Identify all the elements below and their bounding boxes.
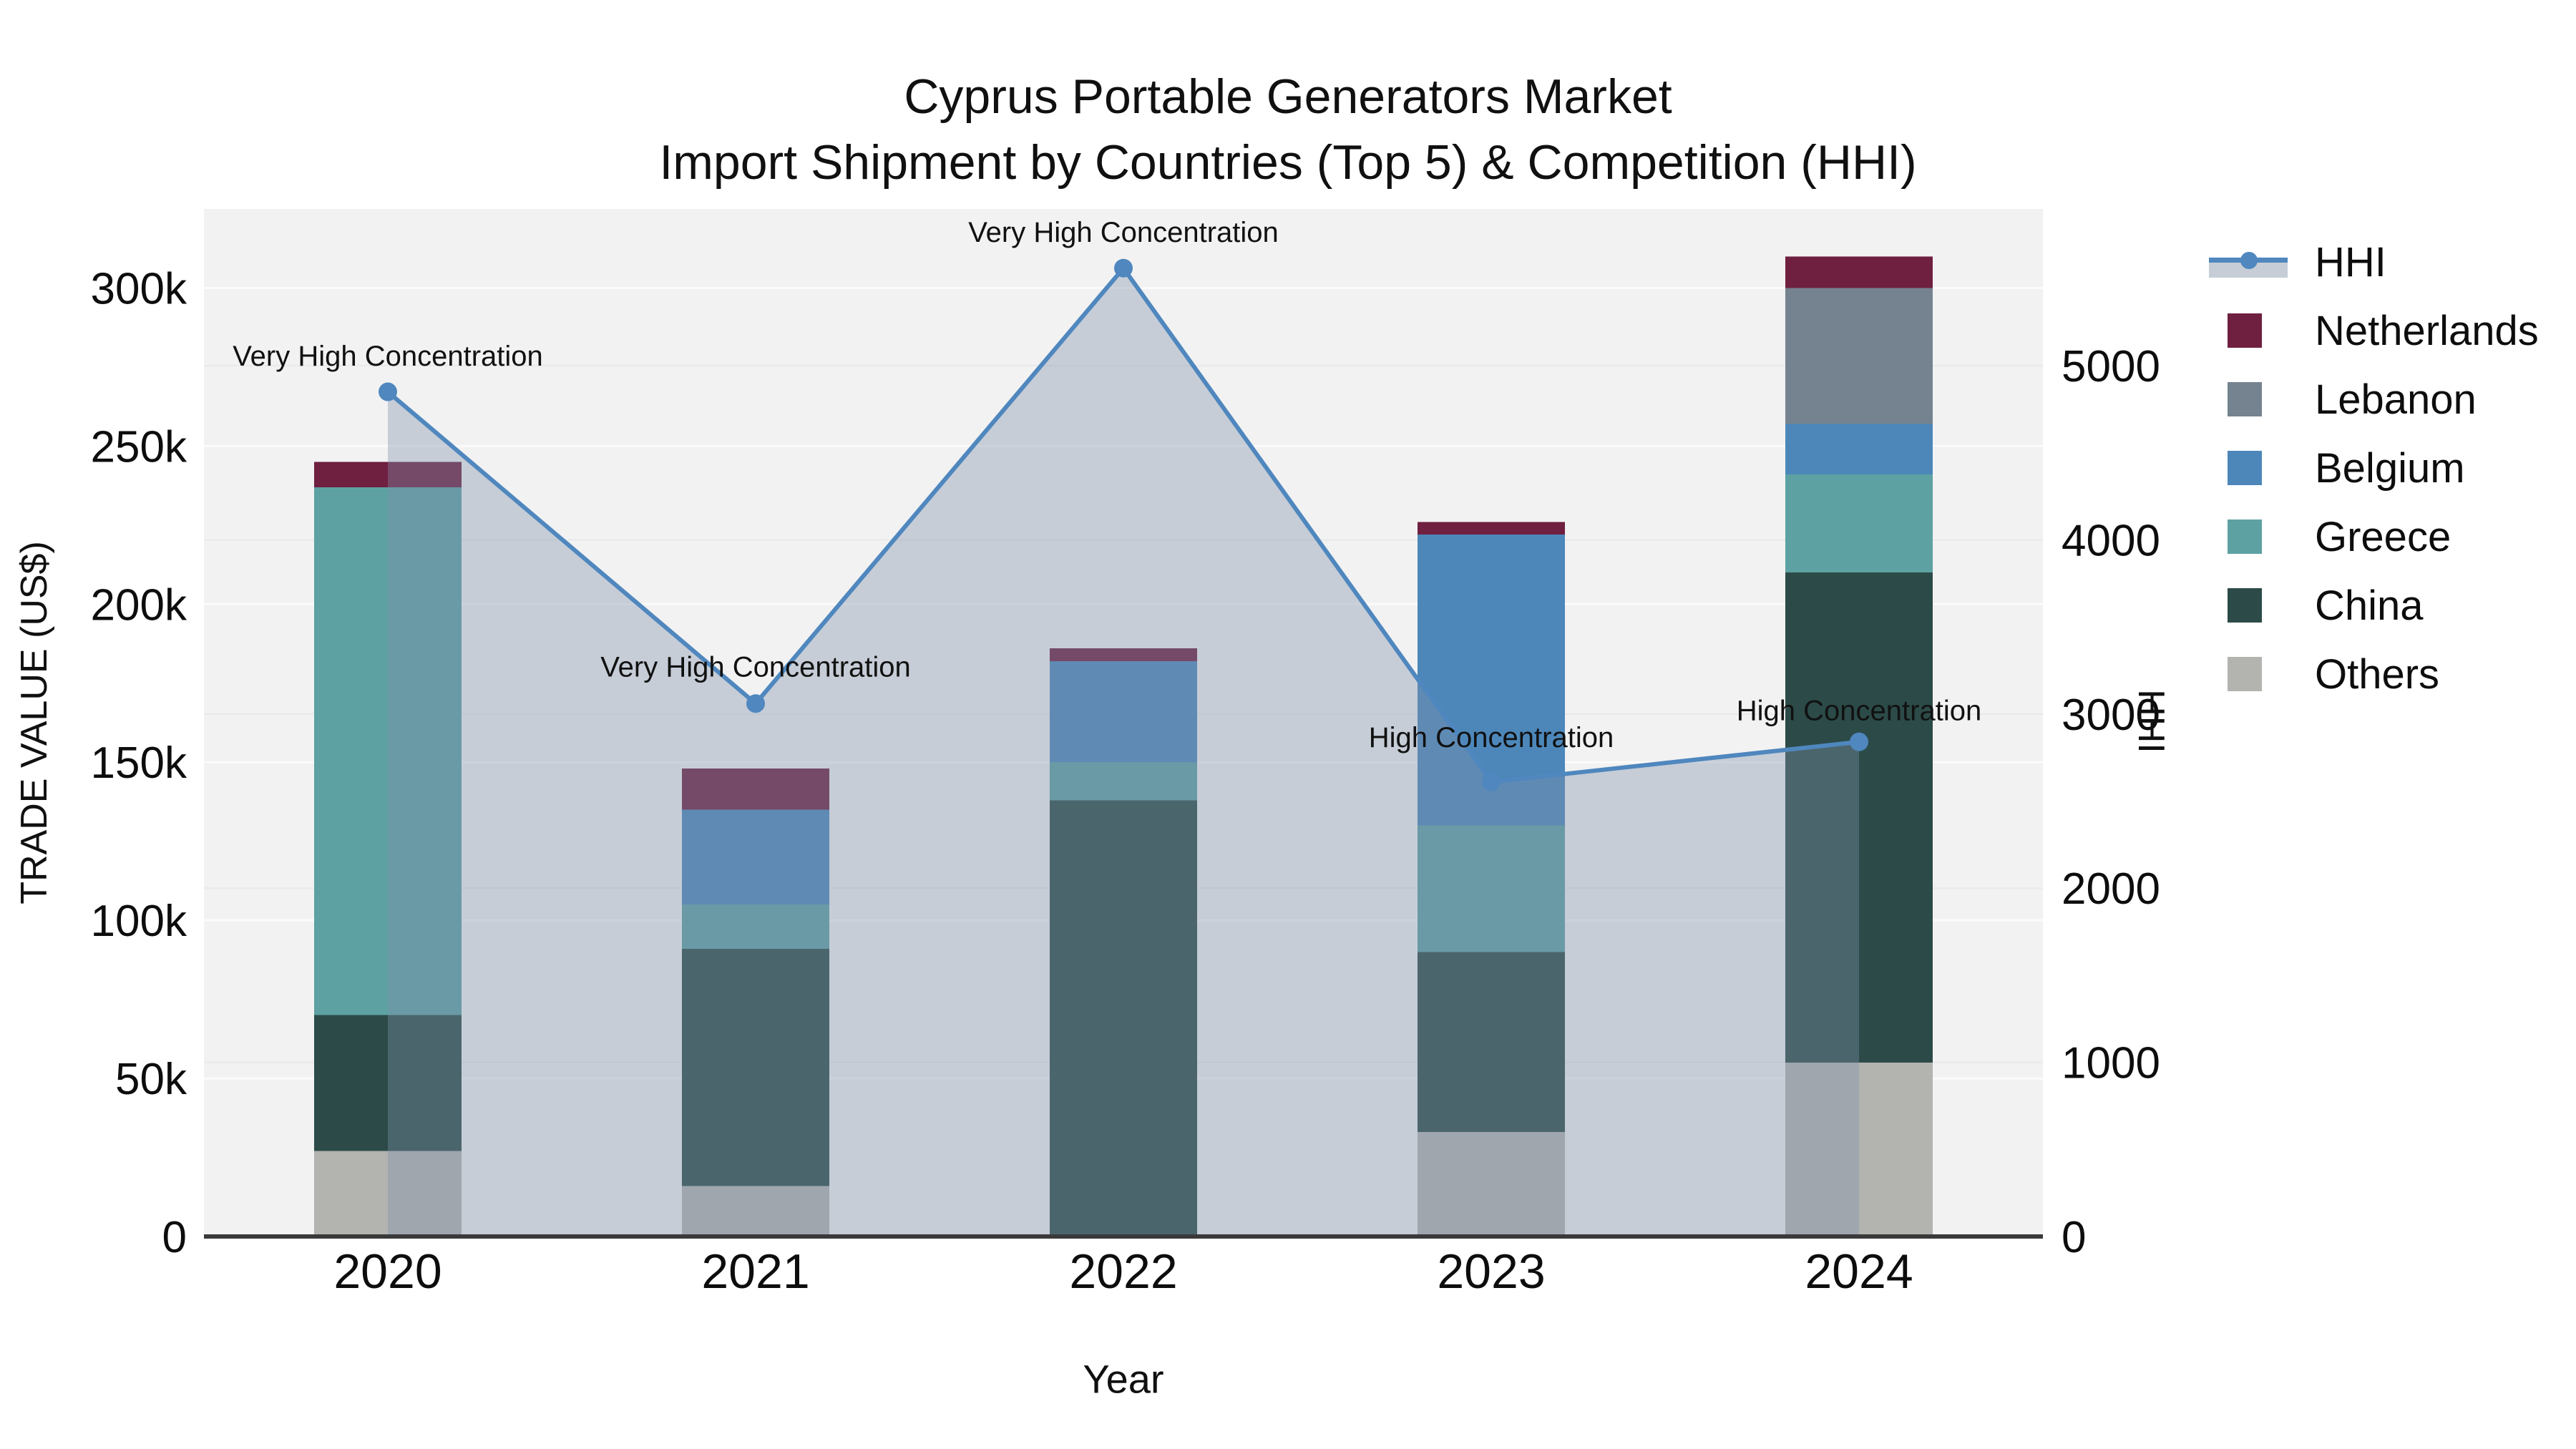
left-tick-label: 100k <box>91 897 187 946</box>
legend-item-china[interactable]: China <box>2207 571 2539 640</box>
annotation: High Concentration <box>1737 695 1981 726</box>
legend-swatch-icon <box>2207 434 2290 502</box>
legend-swatch-icon <box>2207 296 2290 365</box>
legend: HHI Netherlands Lebanon Belgium Greece China O… <box>2207 228 2539 708</box>
bar-segment-china-2020[interactable] <box>314 1015 462 1151</box>
legend-swatch-icon <box>2207 502 2290 571</box>
x-axis-title: Year <box>1083 1356 1164 1402</box>
bar-segment-others-2021[interactable] <box>682 1186 829 1236</box>
right-tick-label: 2000 <box>2062 864 2160 914</box>
bar-segment-greece-2023[interactable] <box>1418 825 1565 952</box>
x-tick-label-2024: 2024 <box>1805 1244 1913 1299</box>
hhi-marker-2023[interactable] <box>1482 772 1501 791</box>
hhi-marker-2024[interactable] <box>1850 732 1868 751</box>
bar-segment-belgium-2024[interactable] <box>1785 424 1933 475</box>
bar-segment-netherlands-2023[interactable] <box>1418 522 1565 535</box>
annotation: Very High Concentration <box>968 217 1279 248</box>
bar-segment-belgium-2022[interactable] <box>1050 660 1197 763</box>
left-tick-label: 150k <box>91 738 187 788</box>
legend-swatch-icon <box>2207 640 2290 708</box>
left-tick-label: 0 <box>162 1213 187 1262</box>
legend-label: Greece <box>2315 513 2451 560</box>
bar-segment-china-2023[interactable] <box>1418 952 1565 1133</box>
bar-segment-greece-2021[interactable] <box>682 904 829 949</box>
left-tick-label: 250k <box>91 422 187 472</box>
bar-segment-greece-2022[interactable] <box>1050 762 1197 801</box>
legend-item-others[interactable]: Others <box>2207 640 2539 708</box>
bar-segment-greece-2024[interactable] <box>1785 474 1933 573</box>
bar-segment-others-2020[interactable] <box>314 1151 462 1236</box>
legend-label: Others <box>2315 650 2440 698</box>
bar-segment-greece-2020[interactable] <box>314 487 462 1015</box>
left-tick-label: 300k <box>91 264 187 313</box>
legend-swatch-icon <box>2207 571 2290 640</box>
left-axis-title: TRADE VALUE (US$) <box>14 541 55 904</box>
legend-label: Netherlands <box>2315 307 2539 354</box>
legend-item-netherlands[interactable]: Netherlands <box>2207 296 2539 365</box>
annotation: Very High Concentration <box>600 652 911 683</box>
legend-item-lebanon[interactable]: Lebanon <box>2207 365 2539 434</box>
bar-segment-netherlands-2022[interactable] <box>1050 648 1197 661</box>
legend-label: China <box>2315 582 2424 629</box>
right-axis-title: HHI <box>2130 689 2172 753</box>
legend-item-hhi[interactable]: HHI <box>2207 228 2539 296</box>
left-tick-label: 200k <box>91 580 187 630</box>
bar-segment-belgium-2021[interactable] <box>682 809 829 905</box>
x-axis-line <box>204 1234 2043 1239</box>
right-tick-label: 5000 <box>2062 342 2160 391</box>
right-tick-label: 3000 <box>2062 691 2160 740</box>
x-tick-label-2020: 2020 <box>333 1244 441 1299</box>
legend-swatch-icon <box>2207 365 2290 434</box>
right-tick-label: 0 <box>2062 1213 2086 1262</box>
hhi-legend-glyph <box>2207 228 2290 296</box>
legend-item-greece[interactable]: Greece <box>2207 502 2539 571</box>
bar-segment-china-2024[interactable] <box>1785 572 1933 1063</box>
bar-segment-netherlands-2021[interactable] <box>682 769 829 810</box>
bar-segment-netherlands-2024[interactable] <box>1785 256 1933 288</box>
legend-label: HHI <box>2315 238 2386 286</box>
legend-label: Lebanon <box>2315 376 2477 423</box>
bar-segment-lebanon-2024[interactable] <box>1785 288 1933 424</box>
x-tick-label-2023: 2023 <box>1437 1244 1545 1299</box>
bar-segment-china-2022[interactable] <box>1050 800 1197 1236</box>
bar-segment-others-2024[interactable] <box>1785 1062 1933 1236</box>
hhi-marker-2020[interactable] <box>379 382 397 401</box>
legend-item-belgium[interactable]: Belgium <box>2207 434 2539 502</box>
legend-label: Belgium <box>2315 444 2465 492</box>
left-tick-label: 50k <box>115 1055 187 1104</box>
x-tick-label-2022: 2022 <box>1069 1244 1177 1299</box>
bar-segment-netherlands-2020[interactable] <box>314 462 462 487</box>
chart-title-line1: Cyprus Portable Generators Market <box>904 69 1672 124</box>
chart-title-line2: Import Shipment by Countries (Top 5) & C… <box>659 135 1917 190</box>
bar-segment-others-2023[interactable] <box>1418 1132 1565 1236</box>
right-tick-label: 4000 <box>2062 516 2160 565</box>
hhi-marker-2022[interactable] <box>1114 258 1133 278</box>
x-tick-label-2021: 2021 <box>701 1244 809 1299</box>
bar-segment-china-2021[interactable] <box>682 948 829 1186</box>
hhi-area <box>388 268 1859 1234</box>
right-tick-label: 1000 <box>2062 1039 2160 1088</box>
annotation: Very High Concentration <box>233 341 543 372</box>
hhi-marker-2021[interactable] <box>746 694 765 713</box>
annotation: High Concentration <box>1369 722 1614 753</box>
